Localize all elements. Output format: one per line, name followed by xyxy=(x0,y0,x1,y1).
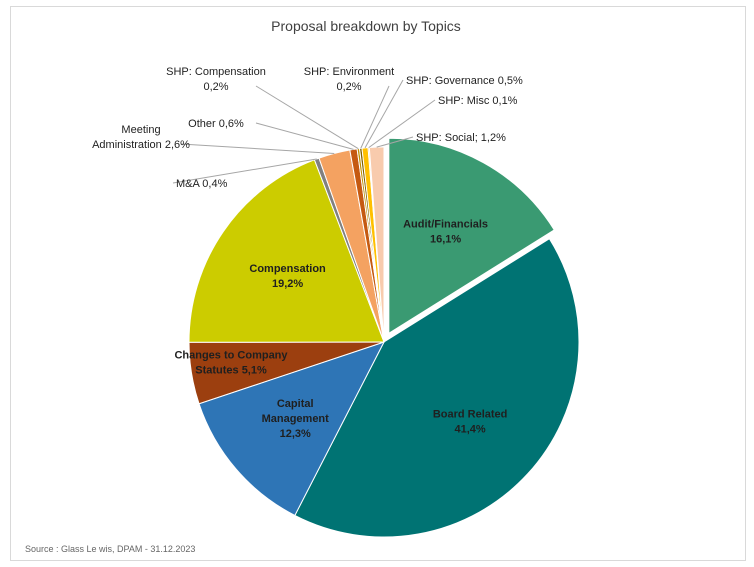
slice-label-line: Statutes 5,1% xyxy=(195,365,267,377)
slice-label-line: 0,2% xyxy=(336,81,361,93)
slice-label-line: SHP: Social; 1,2% xyxy=(416,132,506,144)
pie-slice xyxy=(294,238,580,538)
slice-label: SHP: Governance 0,5% xyxy=(406,75,523,87)
chart-frame: Proposal breakdown by Topics Audit/Finan… xyxy=(10,6,746,561)
slice-label-line: Administration 2,6% xyxy=(92,139,190,151)
slice-label-line: 41,4% xyxy=(455,424,486,436)
slice-label: SHP: Compensation 0,2% xyxy=(166,66,266,93)
leader-line xyxy=(172,158,317,184)
slice-label-line: 19,2% xyxy=(272,278,303,290)
pie-chart: Proposal breakdown by Topics Audit/Finan… xyxy=(25,18,580,554)
slice-label: Board Related 41,4% xyxy=(433,409,508,436)
slice-label-line: SHP: Compensation xyxy=(166,66,266,78)
pie-slice xyxy=(198,341,386,517)
slice-label: SHP: Misc 0,1% xyxy=(438,95,518,107)
slice-label: SHP: Social; 1,2% xyxy=(416,132,506,144)
slice-label-line: SHP: Environment xyxy=(304,66,394,78)
slice-labels: Audit/Financials 16,1% Board Related 41,4% C… xyxy=(92,66,523,440)
source-note: Source : Glass Le wis, DPAM - 31.12.2023 xyxy=(25,544,195,554)
slice-label-line: Changes to Company xyxy=(174,350,288,362)
slice-label-line: Capital xyxy=(277,398,314,410)
slice-label: Compensation 19,2% xyxy=(249,263,326,290)
slice-label: SHP: Environment 0,2% xyxy=(304,66,394,93)
leader-line xyxy=(360,85,390,149)
slice-label-line: M&A 0,4% xyxy=(176,178,228,190)
slice-label: Meeting Administration 2,6% xyxy=(92,124,190,151)
slice-label: Other 0,6% xyxy=(188,118,244,130)
leader-line xyxy=(364,79,404,149)
leader-line xyxy=(368,99,436,149)
slice-label-line: 16,1% xyxy=(430,233,461,245)
slice-label-line: Other 0,6% xyxy=(188,118,244,130)
slice-label-line: 12,3% xyxy=(280,428,311,440)
leader-line xyxy=(255,85,359,150)
slice-label-line: Audit/Financials xyxy=(403,218,488,230)
slice-label: M&A 0,4% xyxy=(176,178,228,190)
slice-label-line: Board Related xyxy=(433,409,508,421)
leader-lines xyxy=(172,79,436,184)
slice-label: Capital Management 12,3% xyxy=(262,398,330,440)
slice-label-line: SHP: Governance 0,5% xyxy=(406,75,523,87)
slice-label: Audit/Financials 16,1% xyxy=(403,218,488,245)
slice-label-line: Management xyxy=(262,413,330,425)
slice-label-line: SHP: Misc 0,1% xyxy=(438,95,518,107)
leader-line xyxy=(255,122,354,150)
slice-label: Changes to Company Statutes 5,1% xyxy=(174,350,288,377)
pie-slices xyxy=(188,137,580,538)
slice-label-line: Compensation xyxy=(249,263,326,275)
leader-line xyxy=(376,136,414,148)
slice-label-line: Meeting xyxy=(121,124,160,136)
pie-slice xyxy=(188,159,385,343)
leader-line xyxy=(180,143,335,154)
slice-label-line: 0,2% xyxy=(203,81,228,93)
chart-title: Proposal breakdown by Topics xyxy=(271,18,461,34)
